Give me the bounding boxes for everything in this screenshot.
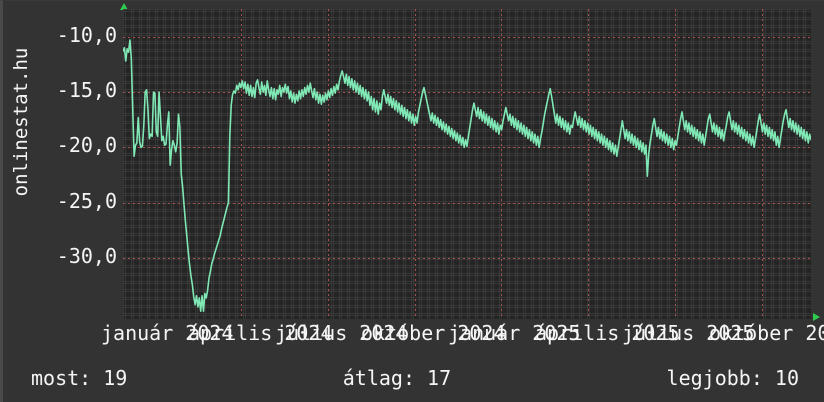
plot-area xyxy=(123,9,811,319)
x-axis-tick-labels: január 2024 április 2024 július 2024 októbe… xyxy=(3,321,824,347)
data-line-series xyxy=(123,39,811,313)
x-axis-arrow-icon xyxy=(813,313,820,321)
x-tick-label: január 2024 xyxy=(101,321,234,345)
y-tick-label: -25,0 xyxy=(56,188,117,213)
x-tick-label: január 2025 xyxy=(448,321,581,345)
y-tick-label: -10,0 xyxy=(56,22,117,47)
x-tick-label: július 2024 xyxy=(275,321,408,345)
stat-best: legjobb: 10 xyxy=(666,366,799,390)
footer-stats: most: 19 átlag: 17 legjobb: 10 xyxy=(3,361,824,395)
y-tick-label: -20,0 xyxy=(56,133,117,158)
y-tick-label: -15,0 xyxy=(56,78,117,103)
x-tick-label: április 2025 xyxy=(535,321,680,345)
x-tick-label: április 2024 xyxy=(188,321,333,345)
stat-current: most: 19 xyxy=(31,366,128,390)
x-tick-label: július 2025 xyxy=(622,321,755,345)
y-axis-tick-labels: -10,0 -15,0 -20,0 -25,0 -30,0 xyxy=(3,1,117,319)
y-axis-arrow-icon xyxy=(120,3,128,10)
y-tick-label: -30,0 xyxy=(56,244,117,269)
stat-average: átlag: 17 xyxy=(342,366,452,390)
x-tick-label: október 2024 xyxy=(361,321,506,345)
x-tick-label: október 2025 xyxy=(709,321,824,345)
